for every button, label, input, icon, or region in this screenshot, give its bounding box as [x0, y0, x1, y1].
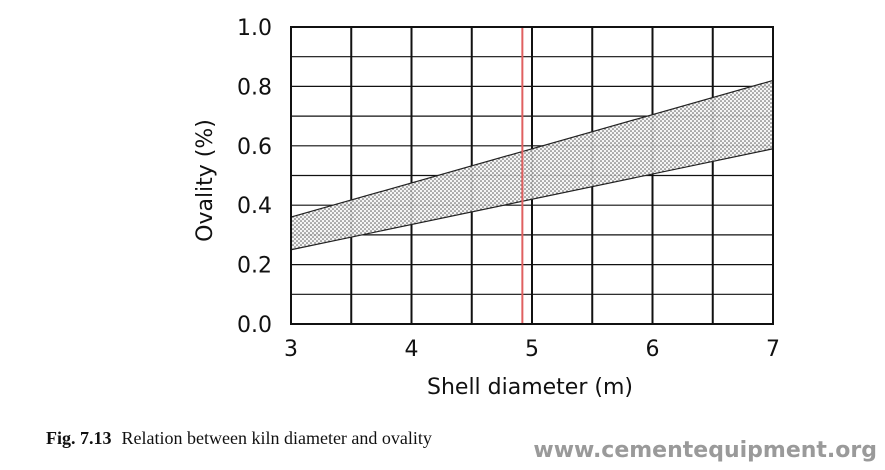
ovality-chart: 0.0 0.2 0.4 0.6 0.8 1.0 3 4 5 6 7 Shell diameter …: [193, 16, 780, 400]
x-tick-label: 7: [766, 337, 780, 362]
plot-border: [290, 26, 774, 325]
y-tick-label: 1.0: [237, 16, 272, 41]
y-tick-label: 0.8: [237, 75, 272, 100]
y-tick-label: 0.2: [237, 254, 272, 279]
y-axis-title: Ovality (%): [193, 119, 218, 242]
x-tick-label: 3: [284, 337, 298, 362]
watermark: www.cementequipment.org: [533, 438, 877, 463]
figure-caption: Fig. 7.13 Relation between kiln diameter …: [46, 428, 432, 449]
y-tick-label: 0.0: [237, 313, 272, 338]
x-axis-title: Shell diameter (m): [427, 375, 633, 400]
x-tick-label: 6: [646, 337, 660, 362]
figure-label: Fig. 7.13: [46, 428, 112, 448]
x-tick-labels: 3 4 5 6 7: [284, 337, 780, 362]
x-tick-label: 4: [405, 337, 419, 362]
band-lower-bound: [290, 148, 774, 251]
ovality-range-band: [291, 80, 773, 250]
x-tick-label: 5: [525, 337, 539, 362]
plot-frame: [290, 26, 774, 325]
y-tick-label: 0.4: [237, 194, 272, 219]
y-tick-labels: 0.0 0.2 0.4 0.6 0.8 1.0: [237, 16, 272, 338]
ovality-band: [290, 79, 774, 251]
y-tick-label: 0.6: [237, 135, 272, 160]
figure-caption-text: Relation between kiln diameter and ovali…: [121, 428, 432, 448]
band-upper-bound: [290, 79, 774, 218]
